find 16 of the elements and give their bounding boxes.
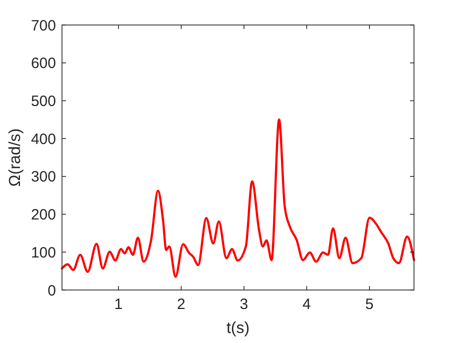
y-tick-label: 300 (30, 168, 56, 186)
line-series (60, 118, 416, 278)
x-tick-label: 4 (302, 296, 311, 313)
y-tick-label: 200 (30, 206, 56, 224)
y-axis-title: Ω(rad/s) (7, 128, 24, 187)
y-tick-label: 700 (30, 17, 56, 34)
x-tick-label: 3 (240, 296, 248, 313)
y-tick-label: 400 (30, 130, 56, 148)
x-tick-label: 5 (365, 296, 374, 313)
x-tick-label: 1 (114, 296, 123, 313)
y-tick-label: 600 (30, 55, 56, 72)
x-tick-label: 2 (177, 296, 186, 313)
x-axis-title: t(s) (226, 320, 250, 337)
y-tick-label: 500 (30, 92, 56, 110)
y-tick-label: 100 (30, 244, 56, 262)
y-tick-label: 0 (48, 282, 56, 300)
